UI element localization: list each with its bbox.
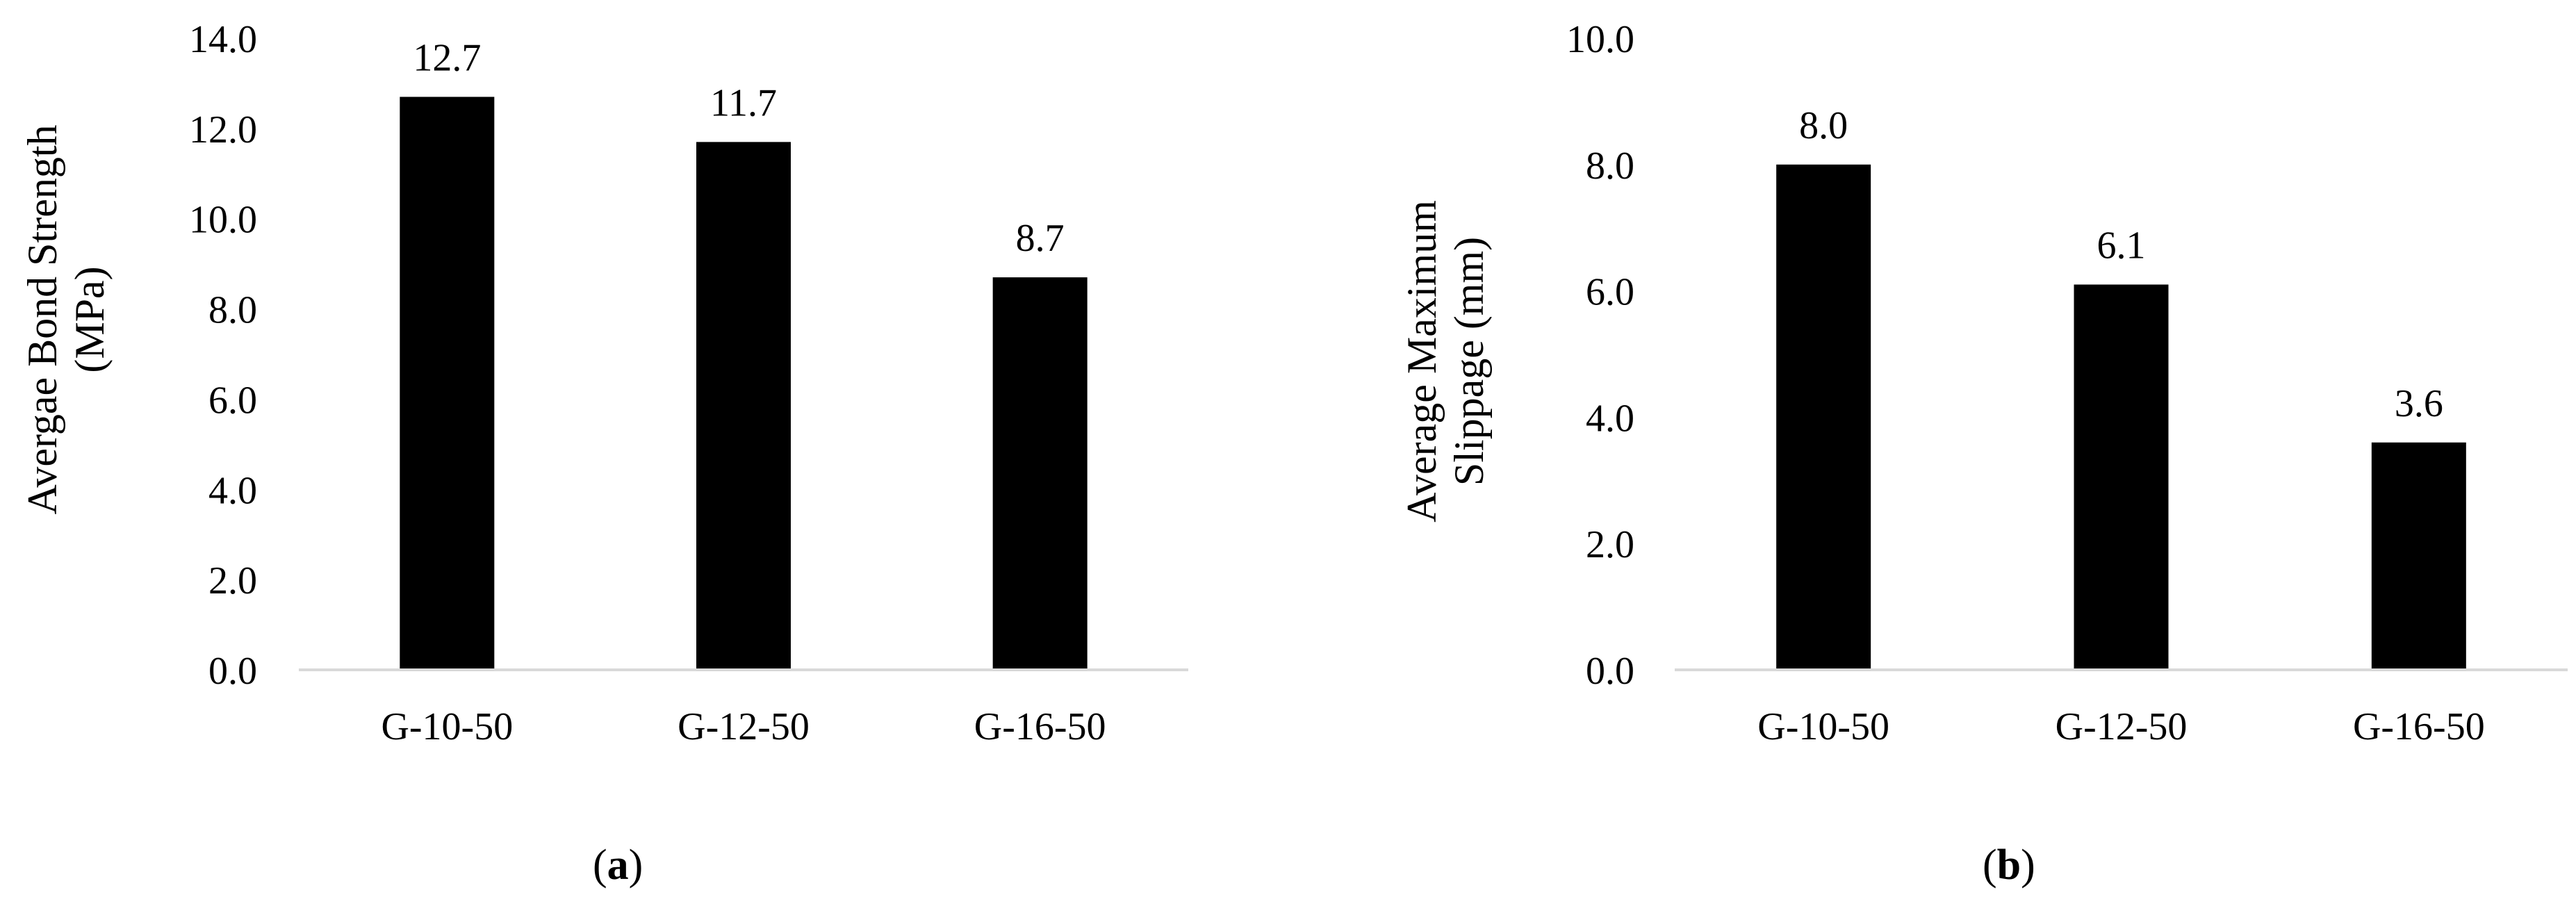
bar-g-10-50: [1776, 164, 1871, 671]
bar-value-label: 3.6: [2395, 382, 2443, 425]
y-axis-label-line: Average Maximum: [1399, 200, 1445, 523]
bar-value-label: 6.1: [2097, 224, 2146, 268]
x-category-label: G-10-50: [381, 705, 513, 748]
slippage-chart: 0.0 2.0 4.0 6.0 8.0 10.0 Average Maximum Slippa…: [1399, 18, 2568, 748]
panel-caption-b: (b): [1983, 841, 2035, 889]
y-tick-label: 8.0: [1586, 145, 1634, 188]
y-tick-label: 0.0: [208, 650, 257, 693]
x-category-label: G-16-50: [974, 705, 1106, 748]
y-tick-label: 0.0: [1586, 650, 1634, 693]
y-axis-label-line: Slippage (mm): [1446, 237, 1492, 486]
bar-value-label: 12.7: [413, 36, 481, 79]
y-axis-label: Avergae Bond Strength (MPa): [19, 124, 113, 514]
bar-g-12-50: [696, 142, 791, 671]
panel-caption-a: (a): [593, 841, 643, 889]
y-axis-label-line: Avergae Bond Strength: [19, 124, 65, 514]
bar-value-label: 8.7: [1016, 217, 1065, 260]
x-category-label: G-12-50: [678, 705, 810, 748]
y-tick-label: 2.0: [208, 559, 257, 602]
y-tick-label: 12.0: [189, 108, 257, 151]
y-tick-label: 10.0: [1566, 18, 1634, 61]
x-category-label: G-10-50: [1757, 705, 1889, 748]
y-tick-label: 10.0: [189, 199, 257, 242]
y-tick-label: 2.0: [1586, 523, 1634, 566]
bond-strength-chart: 0.0 2.0 4.0 6.0 8.0 10.0 12.0 14.0 Avergae Bond …: [19, 18, 1188, 748]
bar-g-16-50: [2371, 442, 2466, 670]
chart-panel-a: 0.0 2.0 4.0 6.0 8.0 10.0 12.0 14.0 Avergae Bond …: [0, 0, 1286, 920]
bar-g-12-50: [2074, 284, 2169, 670]
y-tick-label: 4.0: [1586, 397, 1634, 440]
bar-value-label: 8.0: [1799, 104, 1848, 147]
x-category-label: G-16-50: [2353, 705, 2485, 748]
chart-panel-b: 0.0 2.0 4.0 6.0 8.0 10.0 Average Maximum Slippa…: [1286, 0, 2576, 920]
y-tick-label: 6.0: [1586, 271, 1634, 314]
y-axis-label: Average Maximum Slippage (mm): [1399, 200, 1492, 523]
bar-g-10-50: [400, 97, 495, 670]
y-axis-label-line: (MPa): [67, 266, 113, 372]
y-tick-label: 4.0: [208, 469, 257, 512]
x-category-label: G-12-50: [2056, 705, 2188, 748]
y-tick-label: 8.0: [208, 289, 257, 332]
bar-g-16-50: [992, 277, 1088, 670]
y-tick-label: 14.0: [189, 18, 257, 61]
y-tick-label: 6.0: [208, 379, 257, 422]
bar-value-label: 11.7: [710, 81, 777, 124]
